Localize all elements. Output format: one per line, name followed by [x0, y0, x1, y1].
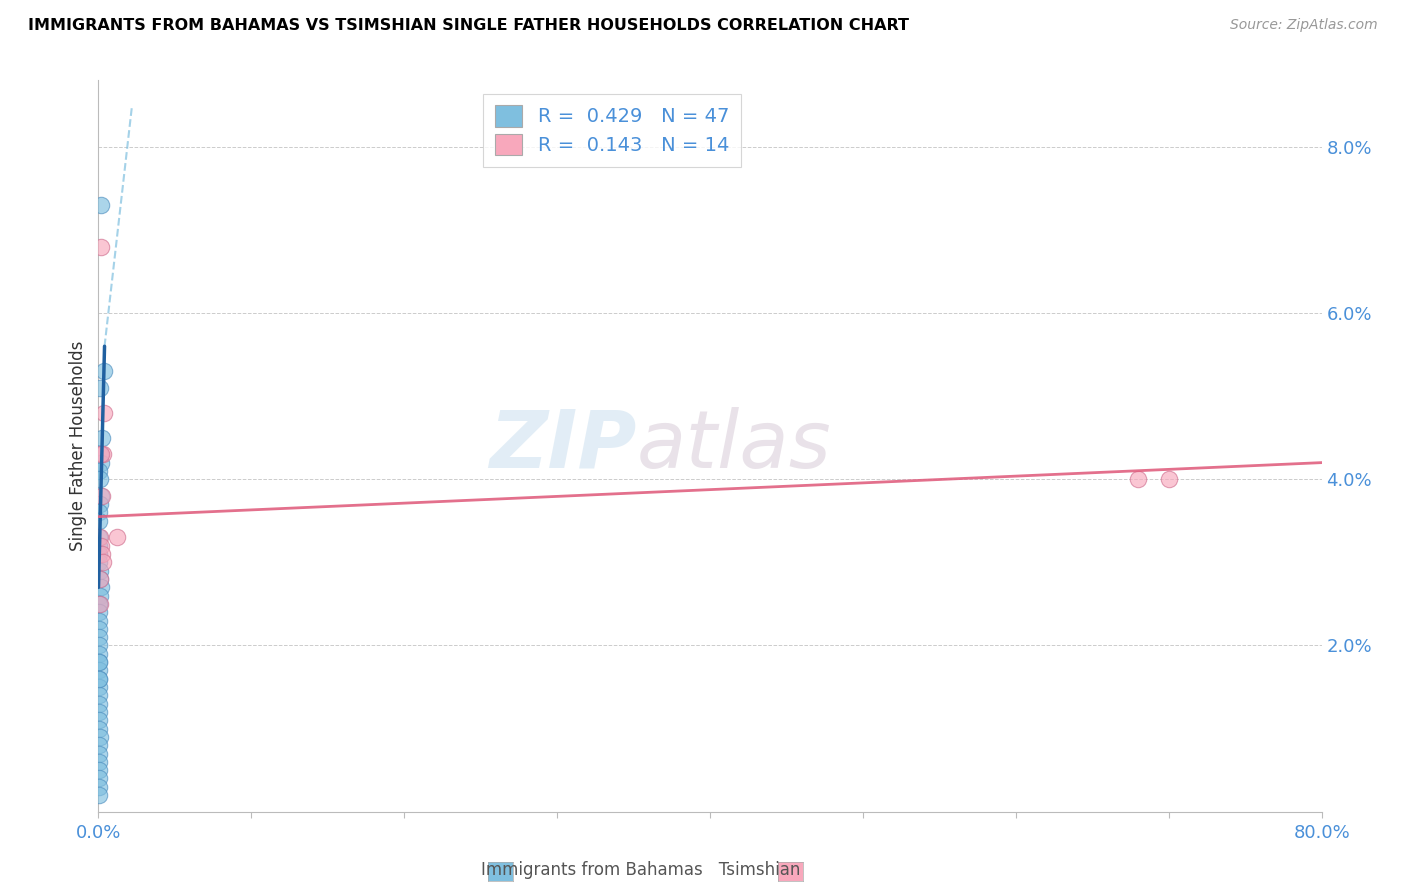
- Text: ZIP: ZIP: [489, 407, 637, 485]
- Point: [89, 555, 111, 569]
- Point: [87, 755, 110, 769]
- Point: [90, 239, 112, 253]
- Point: [87, 672, 110, 686]
- Point: [91, 447, 114, 461]
- Point: [90, 447, 112, 461]
- Point: [89, 497, 111, 511]
- Point: [91, 489, 114, 503]
- Point: [87, 605, 110, 619]
- Point: [87, 772, 110, 786]
- Point: [89, 464, 111, 478]
- Point: [105, 530, 128, 544]
- Point: [89, 447, 111, 461]
- Point: [90, 580, 112, 594]
- Point: [87, 763, 110, 777]
- Point: [89, 572, 111, 586]
- Point: [87, 747, 110, 761]
- Text: Tsimshian: Tsimshian: [703, 861, 800, 879]
- Point: [87, 705, 110, 719]
- Legend: R =  0.429   N = 47, R =  0.143   N = 14: R = 0.429 N = 47, R = 0.143 N = 14: [484, 94, 741, 167]
- Point: [91, 431, 114, 445]
- Point: [89, 714, 111, 728]
- Point: [89, 564, 111, 578]
- Point: [89, 597, 111, 611]
- Point: [87, 597, 110, 611]
- Text: Immigrants from Bahamas: Immigrants from Bahamas: [481, 861, 703, 879]
- Point: [93, 406, 115, 420]
- Point: [87, 597, 110, 611]
- Point: [89, 514, 111, 528]
- Point: [87, 622, 110, 636]
- Point: [87, 547, 110, 561]
- Point: [91, 555, 114, 569]
- Point: [90, 456, 112, 470]
- Point: [89, 530, 111, 544]
- Point: [89, 639, 111, 653]
- Point: [1128, 472, 1150, 486]
- Point: [87, 689, 110, 703]
- Point: [87, 680, 110, 694]
- Point: [87, 506, 110, 520]
- Point: [89, 655, 111, 669]
- Text: atlas: atlas: [637, 407, 831, 485]
- Point: [87, 614, 110, 628]
- Point: [87, 664, 110, 678]
- Point: [89, 630, 111, 644]
- Y-axis label: Single Father Households: Single Father Households: [69, 341, 87, 551]
- Point: [87, 655, 110, 669]
- Point: [89, 589, 111, 603]
- Point: [89, 530, 111, 544]
- Point: [1157, 472, 1180, 486]
- Point: [87, 539, 110, 553]
- Point: [89, 381, 111, 395]
- Point: [87, 647, 110, 661]
- Point: [93, 364, 115, 378]
- Point: [89, 472, 111, 486]
- Point: [89, 730, 111, 744]
- Point: [89, 672, 111, 686]
- Point: [89, 572, 111, 586]
- Point: [90, 547, 112, 561]
- Point: [90, 539, 112, 553]
- Point: [90, 489, 112, 503]
- Point: [89, 722, 111, 736]
- Point: [87, 697, 110, 711]
- Point: [87, 780, 110, 794]
- Point: [87, 738, 110, 752]
- Text: IMMIGRANTS FROM BAHAMAS VS TSIMSHIAN SINGLE FATHER HOUSEHOLDS CORRELATION CHART: IMMIGRANTS FROM BAHAMAS VS TSIMSHIAN SIN…: [28, 18, 910, 33]
- Point: [87, 788, 110, 802]
- Text: Source: ZipAtlas.com: Source: ZipAtlas.com: [1230, 18, 1378, 32]
- Point: [90, 198, 112, 212]
